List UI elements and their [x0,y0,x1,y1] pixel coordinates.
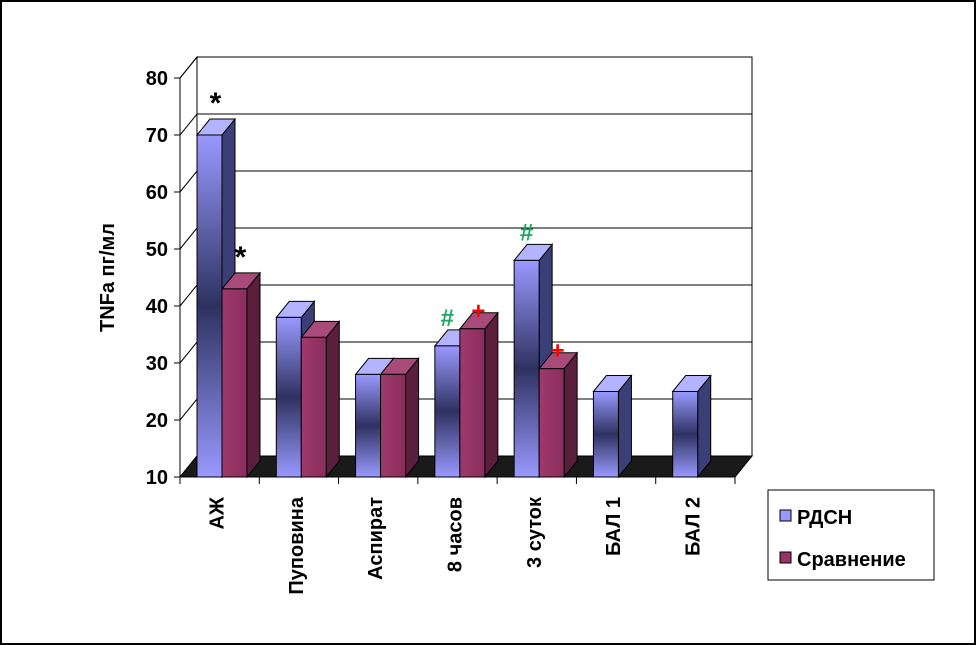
y-tick-label: 80 [146,68,168,90]
annotation-mark: + [471,298,485,325]
plot-area: 10 20 30 40 50 60 70 80 TNFa пг/мл АЖ Пуповина Аспи… [97,55,754,595]
bar-side [405,356,420,479]
y-tick-label: 30 [146,353,168,375]
legend-swatch [779,551,792,564]
bar-side [484,311,499,479]
gridline [179,113,752,136]
bar [380,373,407,478]
gridline [179,56,752,79]
bar [538,368,565,478]
side-wall [179,55,198,479]
bar [196,134,223,478]
x-tick-label: Аспират [365,497,387,580]
x-tick-label: 3 суток [524,496,546,568]
x-tick-label: БАЛ 1 [603,497,625,556]
x-tick-label: АЖ [207,496,229,529]
legend-swatch [779,509,792,522]
x-tick-label: БАЛ 2 [682,497,704,556]
bar-side [246,271,261,479]
annotation-mark: # [441,305,454,332]
annotation-mark: + [551,338,565,365]
legend-label: Сравнение [797,549,906,571]
bar-side [617,374,632,479]
annotation-mark: * [235,241,247,274]
annotation-mark: # [520,219,533,246]
legend-label: РДСН [797,507,852,529]
y-tick-label: 10 [146,467,168,489]
bar [513,259,540,478]
bar [459,328,486,478]
y-tick-label: 60 [146,182,168,204]
bar-side [325,319,340,479]
bar [672,391,699,478]
annotation-mark: * [210,87,222,120]
y-tick-label: 70 [146,125,168,147]
x-tick-label: Пуповина [286,496,308,594]
bar [221,288,248,478]
bar-side [563,351,578,479]
y-tick-label: 50 [146,239,168,261]
bar [275,316,302,478]
legend-box [767,489,935,581]
legend: РДСН Сравнение [767,489,935,581]
y-tick-label: 40 [146,296,168,318]
y-tick-label: 20 [146,410,168,432]
y-axis-title: TNFa пг/мл [97,223,119,332]
bar [300,336,327,478]
bar [434,345,461,478]
x-tick-label: 8 часов [445,497,467,572]
bar-side [697,374,712,479]
bar [355,373,382,478]
bar [592,391,619,478]
